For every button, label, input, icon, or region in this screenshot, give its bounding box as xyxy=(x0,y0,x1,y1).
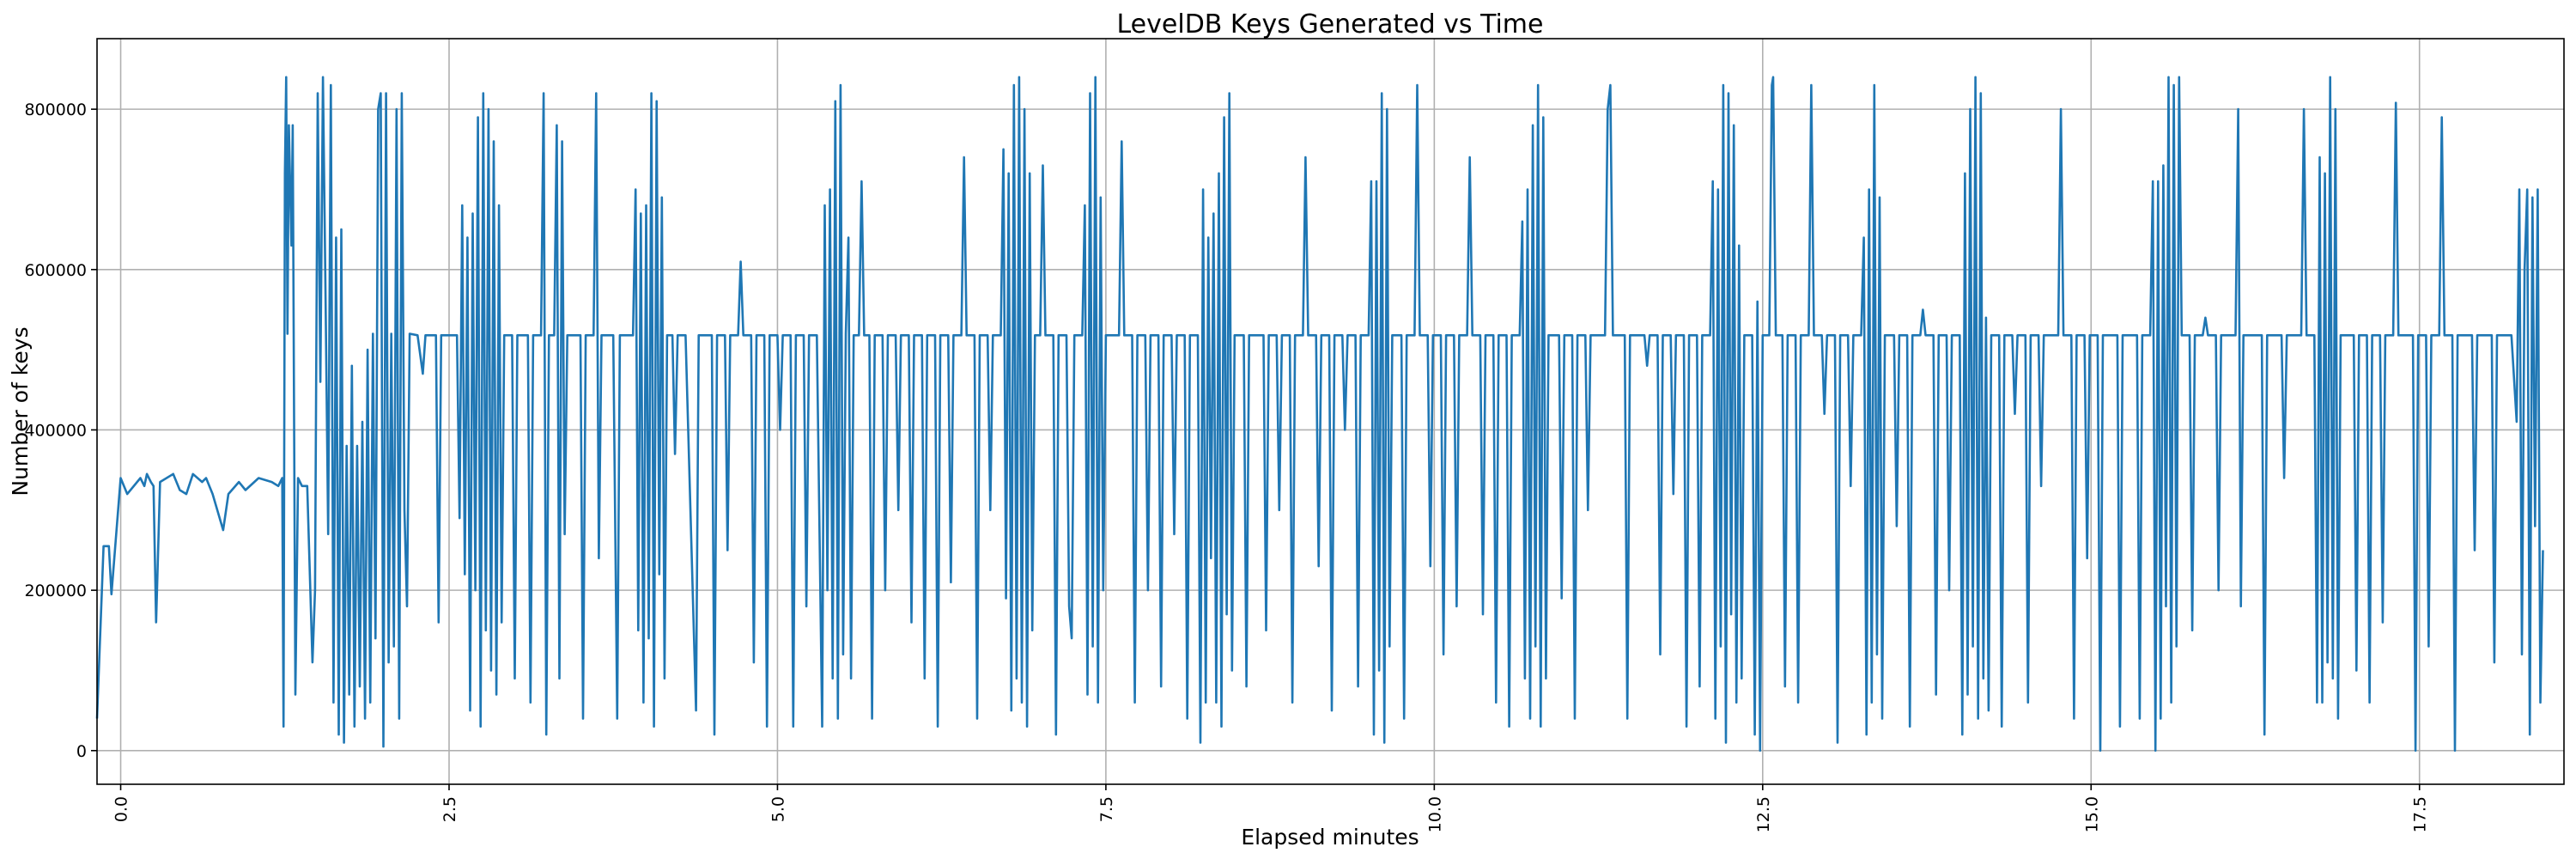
series-line-keys xyxy=(95,76,2544,752)
x-tick-label: 15.0 xyxy=(2082,796,2101,832)
y-tick-label: 800000 xyxy=(24,101,87,119)
y-axis-label: Number of keys xyxy=(8,326,33,496)
y-tick-label: 0 xyxy=(76,742,87,761)
x-tick-label: 0.0 xyxy=(112,796,131,822)
x-axis-label: Elapsed minutes xyxy=(1241,825,1419,850)
x-tick-label: 7.5 xyxy=(1097,796,1116,822)
series-keys-line xyxy=(95,76,2544,752)
x-tick-label: 2.5 xyxy=(440,796,459,822)
y-tick-label: 400000 xyxy=(24,421,87,440)
y-tick-label: 600000 xyxy=(24,261,87,280)
x-tick-label: 10.0 xyxy=(1425,796,1444,832)
x-tick-label: 17.5 xyxy=(2411,796,2430,832)
x-axis-ticks: 0.0 2.5 5.0 7.5 10.0 12.5 15.0 17.5 xyxy=(112,784,2430,832)
x-tick-label: 5.0 xyxy=(769,796,787,822)
plot-frame xyxy=(96,38,2565,785)
x-tick-label: 12.5 xyxy=(1754,796,1773,832)
y-axis-ticks: 0 200000 400000 600000 800000 xyxy=(24,101,97,761)
chart-title: LevelDB Keys Generated vs Time xyxy=(1117,9,1544,40)
y-tick-label: 200000 xyxy=(24,582,87,600)
